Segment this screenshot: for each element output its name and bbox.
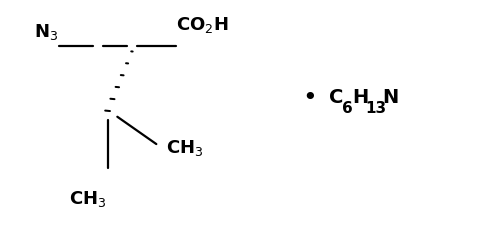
Text: H: H	[352, 88, 369, 107]
Text: N$_3$: N$_3$	[35, 22, 59, 42]
Text: 13: 13	[365, 101, 386, 116]
Text: CO$_2$H: CO$_2$H	[176, 15, 228, 35]
Text: C: C	[329, 88, 344, 107]
Text: N: N	[382, 88, 398, 107]
Text: 6: 6	[342, 101, 353, 116]
Text: •: •	[303, 86, 317, 110]
Text: CH$_3$: CH$_3$	[70, 189, 107, 209]
Text: CH$_3$: CH$_3$	[166, 138, 204, 158]
